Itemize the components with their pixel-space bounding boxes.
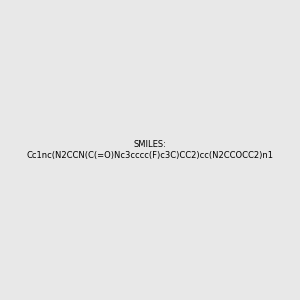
Text: SMILES:
Cc1nc(N2CCN(C(=O)Nc3cccc(F)c3C)CC2)cc(N2CCOCC2)n1: SMILES: Cc1nc(N2CCN(C(=O)Nc3cccc(F)c3C)C… — [26, 140, 274, 160]
